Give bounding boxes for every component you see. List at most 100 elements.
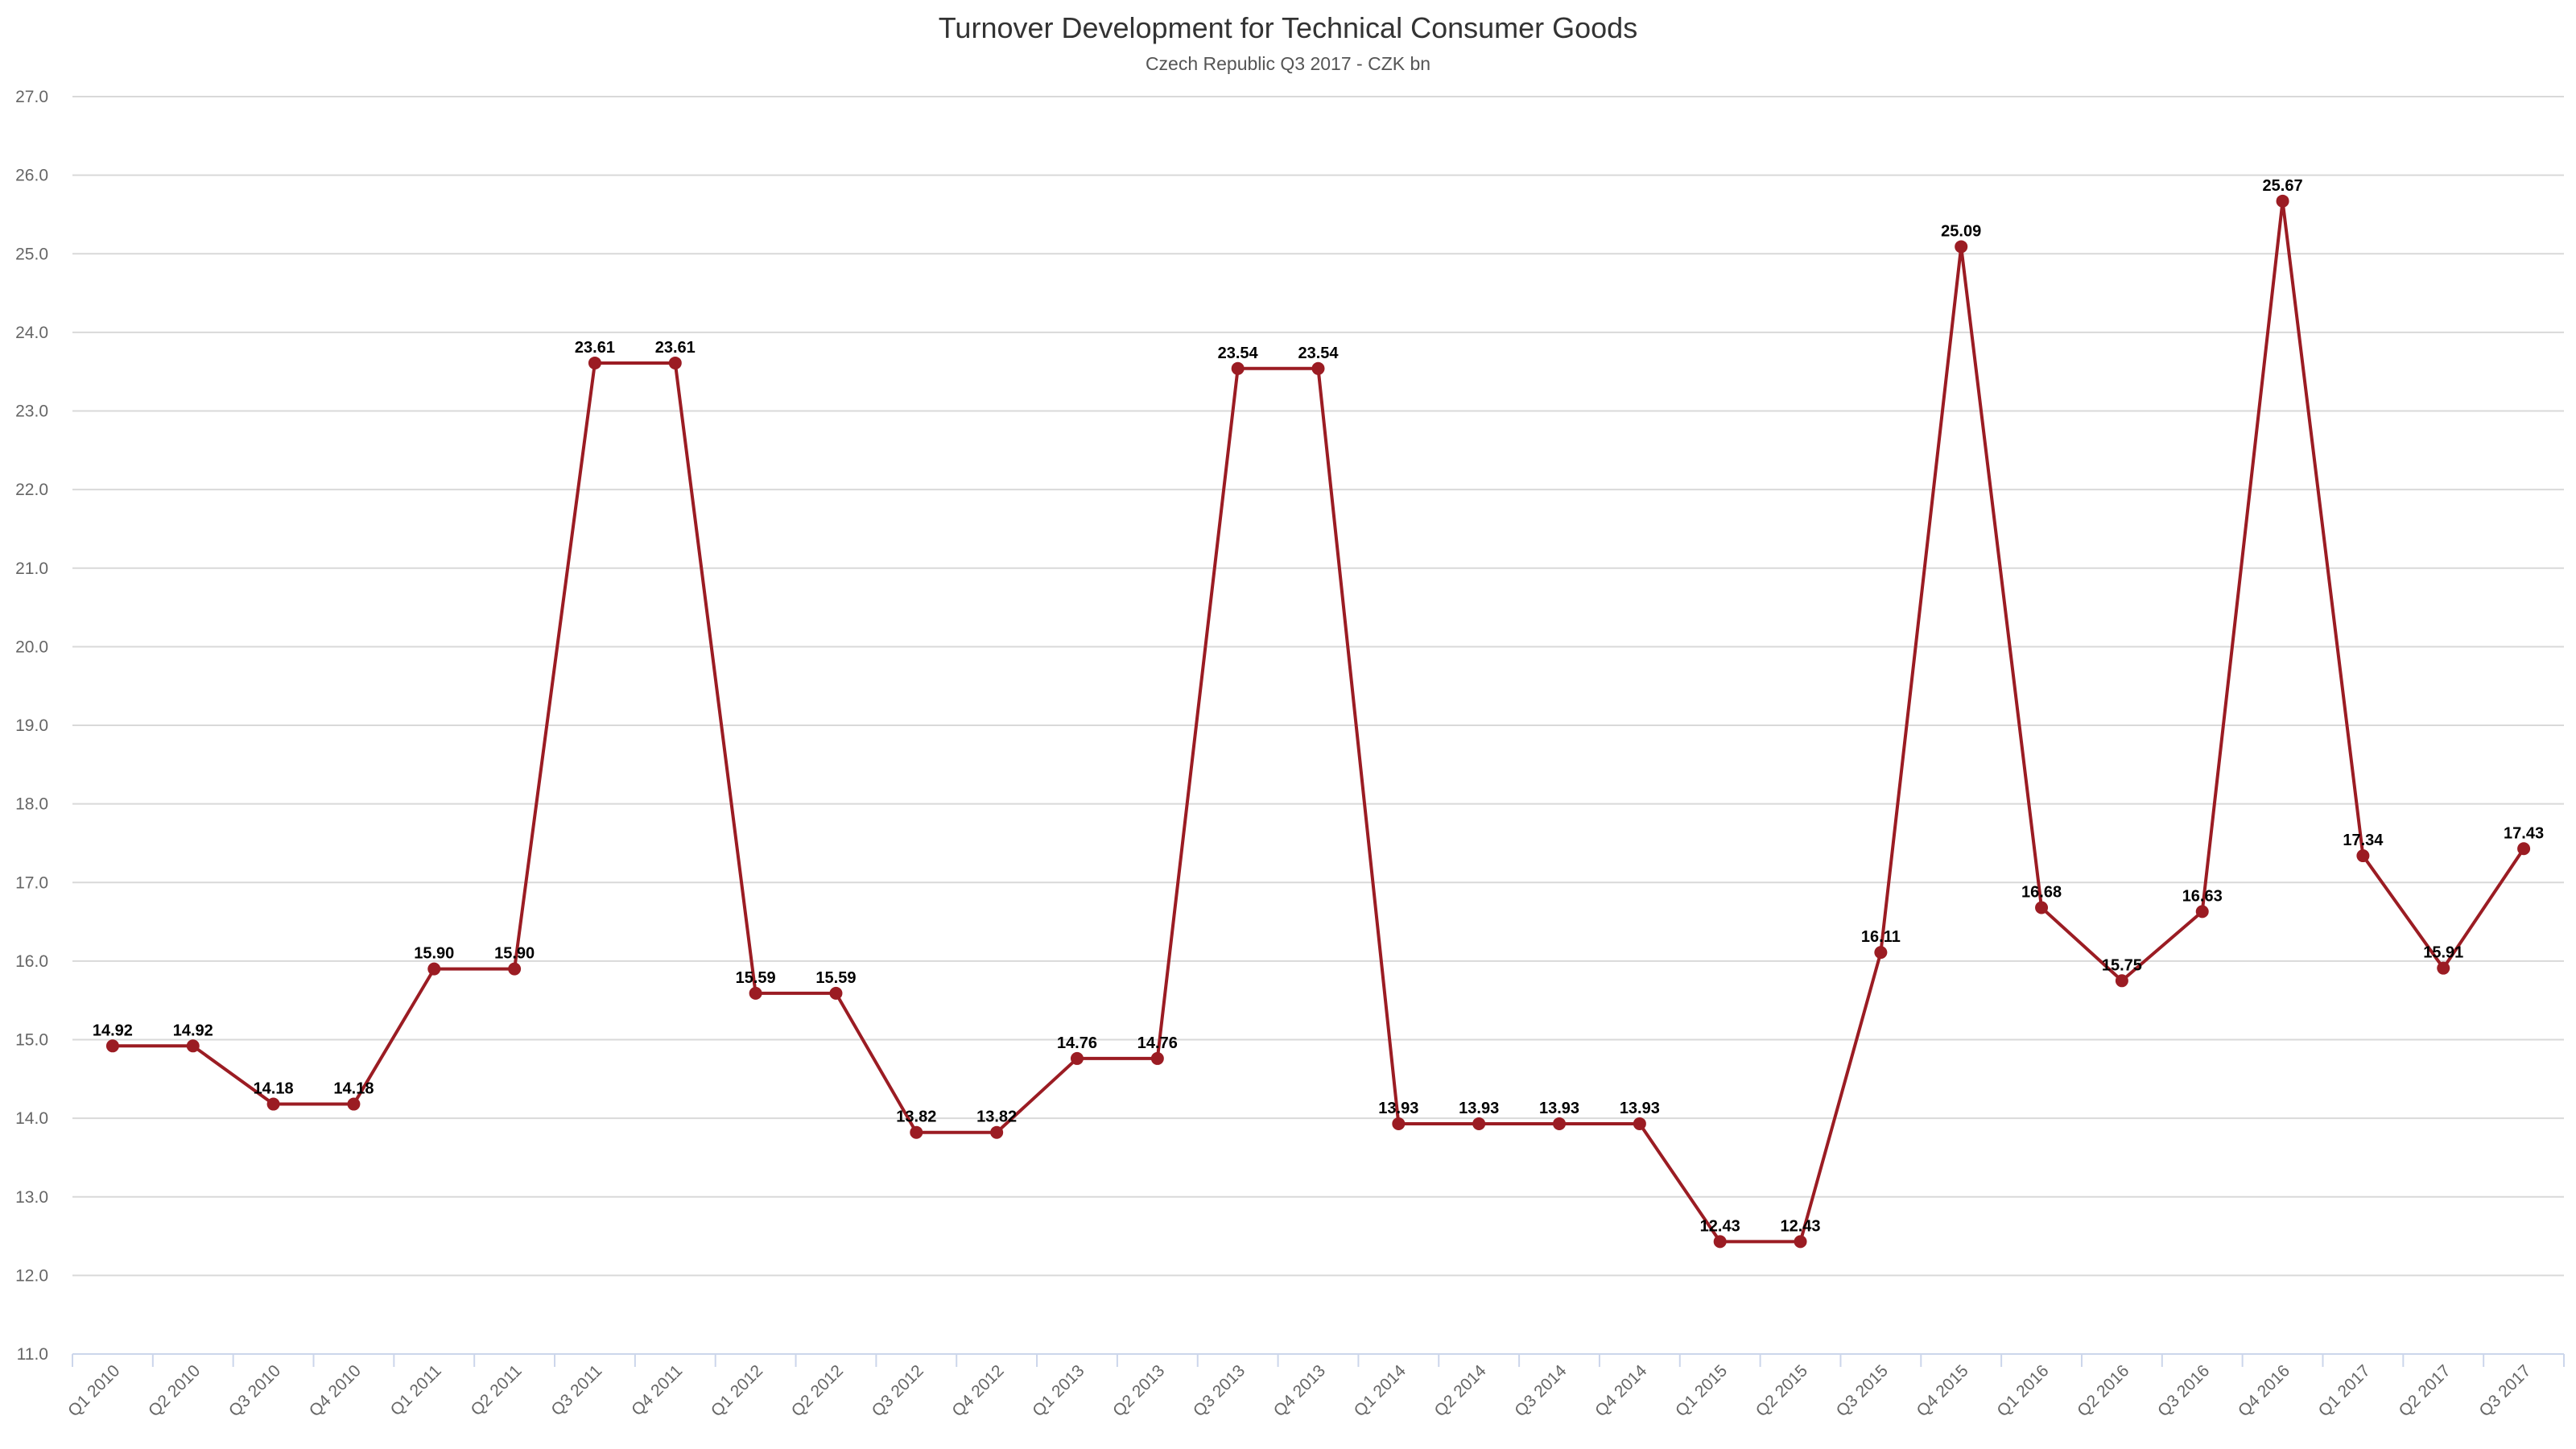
- data-point: [990, 1125, 1004, 1139]
- y-tick-label: 13.0: [15, 1188, 48, 1207]
- y-tick-label: 27.0: [15, 88, 48, 106]
- data-label: 15.91: [2423, 944, 2463, 962]
- data-label: 16.68: [2021, 883, 2062, 901]
- data-label: 14.76: [1057, 1034, 1097, 1052]
- data-point: [829, 986, 843, 1000]
- data-point: [1874, 946, 1888, 960]
- data-label: 23.54: [1298, 345, 1339, 362]
- data-point: [910, 1125, 923, 1139]
- data-point: [105, 1039, 119, 1053]
- y-tick-label: 22.0: [15, 481, 48, 499]
- data-point: [508, 962, 522, 976]
- data-point: [1713, 1235, 1727, 1249]
- y-tick-label: 18.0: [15, 795, 48, 814]
- x-tick-label: Q4 2013: [1270, 1361, 1329, 1420]
- data-label: 17.43: [2504, 824, 2544, 842]
- data-label: 13.93: [1378, 1100, 1418, 1117]
- y-tick-label: 19.0: [15, 716, 48, 735]
- data-point: [2437, 961, 2450, 975]
- data-point: [1472, 1117, 1486, 1130]
- data-point: [266, 1097, 280, 1111]
- data-label: 16.63: [2182, 887, 2223, 905]
- data-label: 13.82: [976, 1108, 1017, 1126]
- data-point: [1311, 361, 1325, 375]
- data-point: [668, 356, 682, 369]
- x-tick-label: Q4 2016: [2235, 1361, 2293, 1420]
- x-tick-label: Q1 2017: [2315, 1361, 2374, 1420]
- data-point: [2356, 849, 2370, 863]
- y-tick-label: 12.0: [15, 1266, 48, 1285]
- data-label: 15.59: [736, 969, 776, 987]
- x-tick-label: Q2 2011: [468, 1361, 526, 1419]
- x-tick-label: Q2 2014: [1430, 1361, 1489, 1420]
- data-label: 12.43: [1781, 1217, 1821, 1235]
- x-tick-label: Q4 2014: [1591, 1361, 1650, 1420]
- data-label: 25.09: [1941, 222, 1981, 240]
- data-point: [1070, 1051, 1084, 1065]
- x-tick-label: Q2 2010: [145, 1361, 204, 1420]
- data-label: 15.90: [414, 945, 454, 963]
- chart-subtitle: Czech Republic Q3 2017 - CZK bn: [1145, 53, 1431, 74]
- data-label: 13.93: [1539, 1100, 1579, 1117]
- data-label: 14.18: [333, 1080, 374, 1098]
- y-tick-label: 15.0: [15, 1031, 48, 1050]
- y-tick-label: 21.0: [15, 559, 48, 578]
- x-tick-label: Q4 2011: [628, 1361, 686, 1419]
- x-tick-label: Q3 2017: [2475, 1361, 2534, 1420]
- data-point: [2276, 194, 2289, 208]
- data-label: 23.61: [575, 339, 615, 357]
- data-point: [2035, 901, 2049, 914]
- y-tick-label: 24.0: [15, 324, 48, 342]
- data-point: [1955, 240, 1968, 254]
- data-point: [2195, 905, 2209, 919]
- data-point: [588, 356, 601, 369]
- y-tick-label: 20.0: [15, 638, 48, 656]
- data-label: 13.93: [1620, 1100, 1660, 1117]
- data-label: 15.59: [815, 969, 856, 987]
- x-tick-label: Q4 2015: [1913, 1361, 1972, 1420]
- x-tick-label: Q3 2011: [547, 1361, 605, 1419]
- data-label: 23.54: [1218, 345, 1259, 362]
- x-tick-label: Q4 2012: [948, 1361, 1007, 1420]
- data-label: 14.92: [173, 1022, 213, 1039]
- data-point: [1553, 1117, 1567, 1130]
- data-point: [2115, 974, 2128, 988]
- x-tick-label: Q3 2016: [2154, 1361, 2213, 1420]
- x-tick-label: Q1 2016: [1993, 1361, 2052, 1420]
- x-tick-label: Q3 2010: [225, 1361, 284, 1420]
- data-point: [1633, 1117, 1646, 1130]
- y-tick-label: 25.0: [15, 245, 48, 263]
- x-tick-label: Q1 2014: [1351, 1361, 1410, 1420]
- x-tick-label: Q3 2015: [1833, 1361, 1892, 1420]
- x-tick-label: Q1 2012: [708, 1361, 766, 1420]
- data-label: 15.75: [2102, 956, 2142, 974]
- data-label: 12.43: [1700, 1217, 1740, 1235]
- data-point: [1150, 1051, 1164, 1065]
- x-tick-label: Q3 2013: [1190, 1361, 1249, 1420]
- x-tick-label: Q2 2012: [788, 1361, 847, 1420]
- y-tick-label: 16.0: [15, 952, 48, 971]
- data-label: 17.34: [2343, 832, 2384, 849]
- data-point: [186, 1039, 200, 1053]
- x-tick-label: Q2 2015: [1752, 1361, 1811, 1420]
- data-point: [1794, 1235, 1807, 1249]
- x-tick-label: Q1 2013: [1029, 1361, 1088, 1420]
- chart-title: Turnover Development for Technical Consu…: [938, 11, 1638, 44]
- data-label: 13.82: [896, 1108, 936, 1126]
- data-point: [347, 1097, 361, 1111]
- x-tick-label: Q4 2010: [306, 1361, 365, 1420]
- y-tick-label: 11.0: [17, 1345, 48, 1364]
- data-point: [1231, 361, 1245, 375]
- data-point: [749, 986, 762, 1000]
- data-label: 14.92: [93, 1022, 133, 1039]
- data-label: 25.67: [2263, 177, 2303, 195]
- y-tick-label: 17.0: [15, 873, 48, 892]
- x-tick-label: Q2 2013: [1109, 1361, 1168, 1420]
- data-label: 23.61: [655, 339, 696, 357]
- data-label: 16.11: [1861, 928, 1901, 946]
- x-tick-label: Q3 2014: [1511, 1361, 1570, 1420]
- y-tick-label: 23.0: [15, 402, 48, 421]
- x-tick-label: Q1 2015: [1672, 1361, 1731, 1420]
